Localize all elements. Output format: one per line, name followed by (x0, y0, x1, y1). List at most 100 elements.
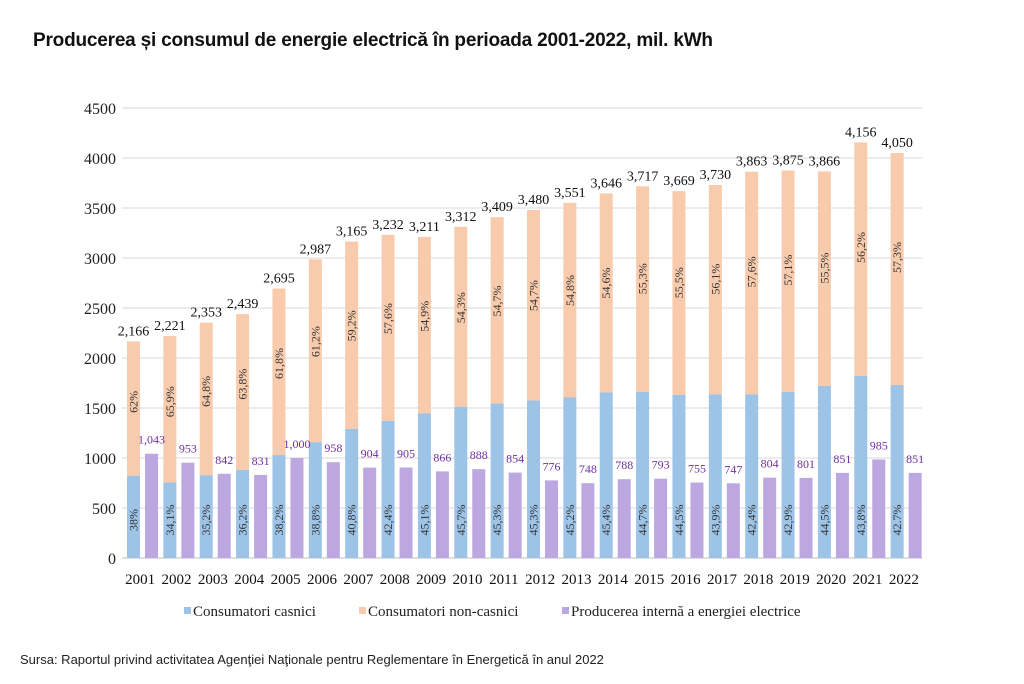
percent-label-non-casnici: 61,8% (272, 348, 286, 379)
percent-label-casnici: 45,2% (563, 505, 577, 536)
total-label: 3,730 (700, 168, 732, 183)
bar-consumatori-non-casnici (381, 234, 395, 421)
bar-consumatori-non-casnici (454, 226, 468, 407)
y-tick-label: 2000 (84, 351, 116, 368)
percent-label-non-casnici: 55,5% (672, 267, 686, 298)
legend-swatch (359, 607, 366, 614)
bar-productie-interna (908, 472, 922, 558)
percent-label-casnici: 36,2% (236, 505, 250, 536)
percent-label-casnici: 35,2% (199, 505, 213, 536)
bar-consumatori-non-casnici (345, 241, 359, 429)
bar-productie-interna (181, 462, 195, 558)
production-value-label: 905 (397, 447, 415, 461)
x-tick-label: 2006 (307, 572, 338, 588)
bar-consumatori-non-casnici (745, 171, 759, 395)
x-tick-label: 2010 (452, 572, 482, 588)
x-tick-label: 2005 (271, 572, 301, 588)
percent-label-casnici: 45,7% (454, 505, 468, 536)
bar-consumatori-casnici (636, 391, 650, 558)
bar-consumatori-non-casnici (781, 170, 795, 392)
bar-productie-interna (654, 478, 668, 558)
percent-label-casnici: 43,9% (708, 505, 722, 536)
production-value-label: 985 (870, 439, 888, 453)
x-tick-label: 2003 (198, 572, 228, 588)
percent-label-casnici: 45,3% (527, 505, 541, 536)
x-tick-label: 2015 (634, 572, 664, 588)
production-value-label: 748 (579, 462, 597, 476)
bar-productie-interna (472, 469, 486, 558)
x-tick-label: 2001 (125, 572, 155, 588)
bar-consumatori-casnici (563, 397, 577, 558)
bar-consumatori-non-casnici (199, 322, 213, 476)
percent-label-casnici: 42.7% (890, 505, 904, 536)
y-tick-label: 1000 (84, 451, 116, 468)
percent-label-non-casnici: 54,7% (527, 280, 541, 311)
bar-consumatori-non-casnici (127, 341, 140, 476)
percent-label-casnici: 42,4% (381, 505, 395, 536)
bar-consumatori-non-casnici (636, 186, 650, 392)
total-label: 3,232 (372, 218, 404, 233)
bar-consumatori-casnici (345, 428, 359, 558)
x-tick-label: 2020 (816, 572, 846, 588)
percent-label-non-casnici: 65,9% (163, 386, 177, 417)
percent-label-casnici: 45,3% (490, 505, 504, 536)
x-tick-label: 2021 (852, 572, 882, 588)
total-label: 2,439 (227, 297, 259, 312)
total-label: 4,050 (881, 136, 913, 151)
x-tick-label: 2016 (671, 572, 702, 588)
percent-label-non-casnici: 63,8% (236, 369, 250, 400)
bar-consumatori-non-casnici (563, 202, 577, 398)
bar-consumatori-casnici (781, 391, 795, 558)
production-value-label: 888 (470, 448, 488, 462)
bar-productie-interna (326, 462, 340, 558)
x-tick-label: 2022 (889, 572, 919, 588)
production-value-label: 904 (361, 447, 379, 461)
bar-consumatori-non-casnici (599, 193, 613, 393)
percent-label-non-casnici: 57,1% (781, 255, 795, 286)
bar-consumatori-non-casnici (672, 191, 686, 395)
x-axis-ticks: 2001 2002 2003 2004 2005 2006 2007 2008 2009 2010… (125, 572, 919, 588)
bar-productie-interna (690, 482, 704, 558)
bar-productie-interna (399, 467, 413, 558)
bar-consumatori-casnici (454, 406, 468, 558)
bar-productie-interna (290, 458, 304, 558)
total-label: 3,875 (772, 154, 804, 169)
bar-consumatori-non-casnici (417, 236, 431, 414)
percent-label-casnici: 44,5% (817, 505, 831, 536)
percent-label-casnici: 38% (127, 509, 141, 531)
bar-productie-interna (363, 467, 377, 558)
percent-label-casnici: 45,1% (417, 505, 431, 536)
percent-label-casnici: 34,1% (163, 505, 177, 536)
percent-label-non-casnici: 64,8% (199, 376, 213, 407)
total-label: 3,863 (736, 155, 768, 170)
percent-label-casnici: 38,8% (308, 505, 322, 536)
bar-productie-interna (254, 474, 268, 558)
total-label: 3,866 (809, 154, 841, 169)
legend-swatch (184, 607, 191, 614)
x-tick-label: 2014 (598, 572, 629, 588)
total-label: 2,987 (300, 242, 332, 257)
bar-consumatori-casnici (817, 385, 831, 558)
bar-productie-interna (835, 472, 849, 558)
percent-label-non-casnici: 54,6% (599, 267, 613, 298)
production-value-label: 958 (324, 441, 342, 455)
y-tick-label: 2500 (84, 301, 116, 318)
production-value-label: 842 (215, 453, 233, 467)
percent-label-casnici: 42,4% (745, 505, 759, 536)
bar-productie-interna (581, 483, 595, 558)
production-value-label: 1,000 (283, 437, 310, 451)
bar-consumatori-non-casnici (236, 314, 250, 470)
bar-consumatori-casnici (599, 392, 613, 558)
bar-productie-interna (617, 479, 631, 558)
chart-title: Producerea și consumul de energie electr… (33, 30, 713, 51)
percent-label-non-casnici: 59,2% (345, 310, 359, 341)
production-value-label: 755 (688, 462, 706, 476)
x-tick-label: 2012 (525, 572, 555, 588)
bar-consumatori-casnici (672, 394, 686, 558)
bar-consumatori-casnici (199, 475, 213, 558)
bar-consumatori-non-casnici (527, 210, 540, 401)
bar-consumatori-casnici (527, 400, 540, 558)
total-label: 2,166 (118, 324, 150, 339)
x-tick-label: 2002 (162, 572, 192, 588)
bar-consumatori-casnici (163, 482, 177, 558)
